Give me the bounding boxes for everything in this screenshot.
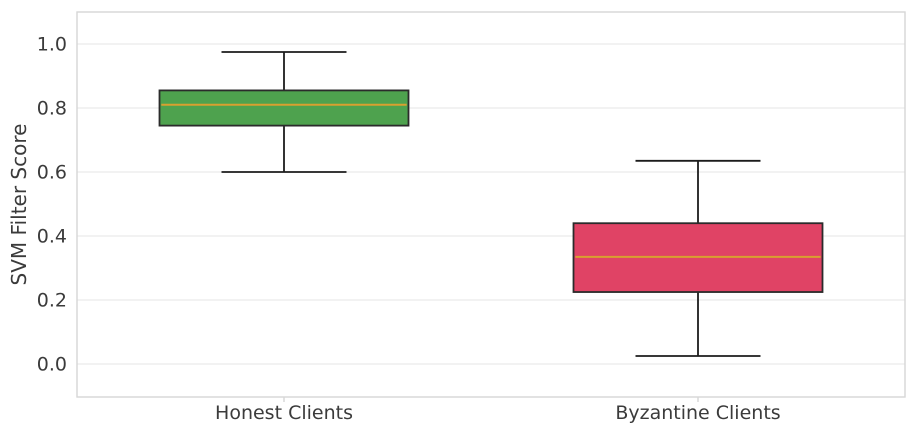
y-axis-label: SVM Filter Score bbox=[7, 124, 31, 286]
y-tick-label: 0.0 bbox=[37, 354, 67, 376]
x-tick-label: Byzantine Clients bbox=[615, 402, 780, 424]
axes-spines bbox=[76, 11, 906, 398]
y-tick-label: 0.6 bbox=[37, 162, 67, 184]
y-tick-label: 0.2 bbox=[37, 290, 67, 312]
y-tick-label: 0.4 bbox=[37, 226, 67, 248]
y-tick-label: 0.8 bbox=[37, 98, 67, 120]
box-honest-clients bbox=[158, 89, 410, 127]
x-tick-label: Honest Clients bbox=[215, 402, 353, 424]
y-tick-label: 1.0 bbox=[37, 34, 67, 56]
